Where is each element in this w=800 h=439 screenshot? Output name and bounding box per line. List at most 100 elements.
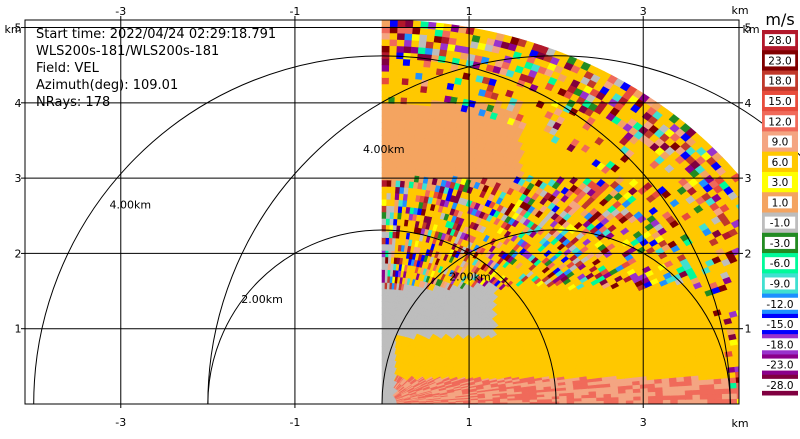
field-bin <box>663 400 670 404</box>
field-bin <box>626 396 634 400</box>
field-bin <box>693 394 701 399</box>
field-bin <box>746 275 755 283</box>
field-bin <box>743 307 752 314</box>
field-bin <box>796 398 800 404</box>
field-bin <box>748 195 758 204</box>
field-bin <box>737 393 745 399</box>
field-bin <box>706 379 714 385</box>
field-bin <box>597 401 604 404</box>
field-bin <box>751 238 761 247</box>
field-bin <box>626 393 634 397</box>
field-bin <box>611 397 619 401</box>
field-bin <box>633 392 641 396</box>
field-bin <box>742 198 752 207</box>
field-bin <box>693 399 701 404</box>
field-bin <box>789 398 797 404</box>
field-bin <box>714 384 722 389</box>
field-bin <box>700 384 708 389</box>
field-bin <box>751 253 761 261</box>
field-bin <box>656 396 664 400</box>
field-bin <box>715 399 723 404</box>
field-bin <box>752 387 760 393</box>
field-bin <box>700 389 708 394</box>
field-bin <box>429 67 437 74</box>
field-bin <box>747 218 757 227</box>
field-bin <box>759 398 767 404</box>
field-bin <box>753 341 762 348</box>
field-bin <box>440 43 448 50</box>
field-bin <box>751 381 759 387</box>
field-bin <box>663 391 671 396</box>
field-bin <box>641 400 648 404</box>
field-bin <box>670 382 678 387</box>
field-bin <box>744 382 752 388</box>
field-bin <box>648 400 655 404</box>
field-bin <box>715 389 723 394</box>
field-bin <box>741 222 751 231</box>
field-bin <box>641 392 649 396</box>
field-bin <box>685 390 693 395</box>
field-bin <box>750 210 760 219</box>
field-bin <box>678 399 685 404</box>
field-bin <box>752 201 762 210</box>
field-bin <box>739 277 748 285</box>
field-bin <box>744 288 753 296</box>
field-bin <box>750 370 758 376</box>
field-bin <box>707 384 715 389</box>
field-bin <box>597 397 605 401</box>
field-bin <box>750 267 760 275</box>
field-bin <box>741 236 751 245</box>
field-bin <box>707 389 715 394</box>
field-bin <box>708 394 716 399</box>
field-bin <box>743 371 751 377</box>
field-bin <box>685 399 693 404</box>
field-bin <box>685 395 693 400</box>
field-bin <box>678 390 686 395</box>
field-bin <box>626 400 633 404</box>
field-bin <box>745 312 754 319</box>
field-bin <box>744 393 752 399</box>
field-bin <box>656 400 663 404</box>
field-bin <box>736 377 744 383</box>
field-bin <box>742 365 750 371</box>
field-bin <box>755 352 763 359</box>
field-bin <box>737 388 745 394</box>
field-bin <box>744 189 754 198</box>
field-bin <box>745 342 753 349</box>
field-bin <box>439 49 447 56</box>
field-bin <box>740 354 748 361</box>
field-bin <box>699 380 707 385</box>
field-bin <box>684 381 692 386</box>
field-bin <box>740 207 750 216</box>
field-bin <box>433 36 441 43</box>
field-bin <box>435 23 444 30</box>
field-bin <box>611 400 618 404</box>
field-bin <box>741 360 749 366</box>
field-bin <box>782 398 790 404</box>
field-bin <box>745 398 753 404</box>
field-bin <box>634 400 641 404</box>
field-bin <box>744 213 754 222</box>
field-bin <box>671 400 678 405</box>
field-bin <box>747 261 757 269</box>
field-bin <box>767 398 775 404</box>
field-bin <box>619 397 627 401</box>
field-bin <box>722 388 730 393</box>
field-bin <box>751 335 760 342</box>
field-bin <box>692 390 700 395</box>
field-bin <box>604 397 612 401</box>
field-bin <box>700 394 708 399</box>
field-bin <box>656 391 664 395</box>
field-bin <box>746 294 755 302</box>
field-bin <box>426 86 433 93</box>
field-bin <box>746 347 754 354</box>
field-bin <box>685 385 693 390</box>
field-bin <box>433 42 441 49</box>
field-bin <box>743 269 753 277</box>
field-bin <box>746 204 756 213</box>
field-bin <box>748 280 757 288</box>
field-bin <box>663 387 671 392</box>
field-bin <box>741 282 750 290</box>
